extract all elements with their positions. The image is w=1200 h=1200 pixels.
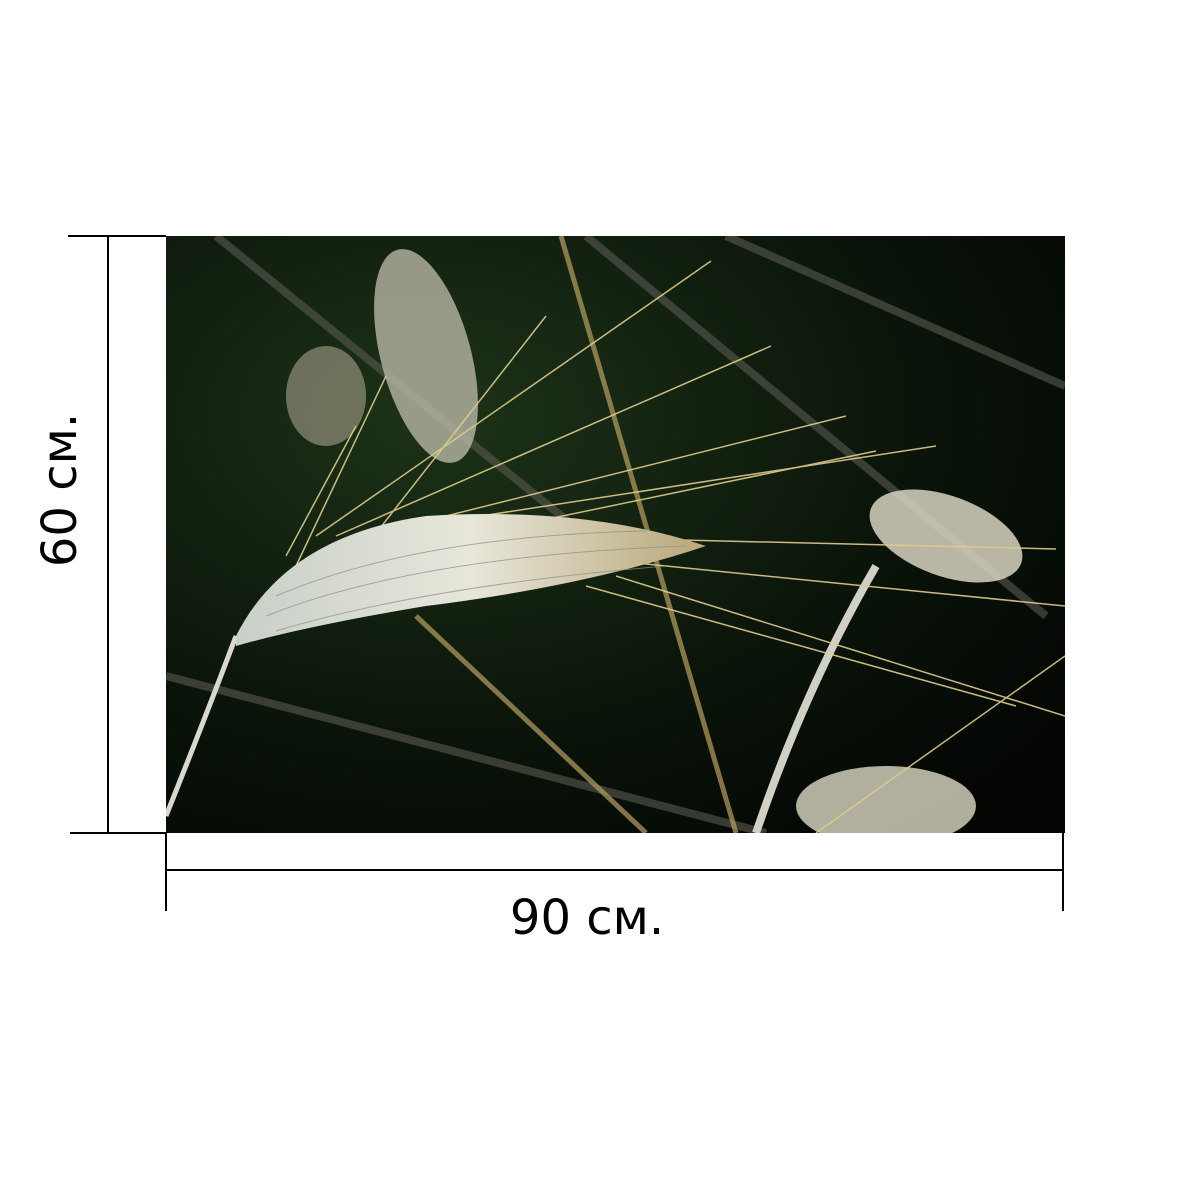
height-tick-top xyxy=(68,235,166,237)
width-dimension-line xyxy=(166,869,1064,871)
width-label: 90 см. xyxy=(509,890,665,946)
width-tick-left xyxy=(165,833,167,911)
width-tick-right xyxy=(1062,833,1064,911)
height-label: 60 см. xyxy=(32,412,88,568)
height-dimension-line xyxy=(107,236,109,833)
height-tick-bottom xyxy=(70,832,166,834)
product-photo-wheat xyxy=(166,236,1065,833)
